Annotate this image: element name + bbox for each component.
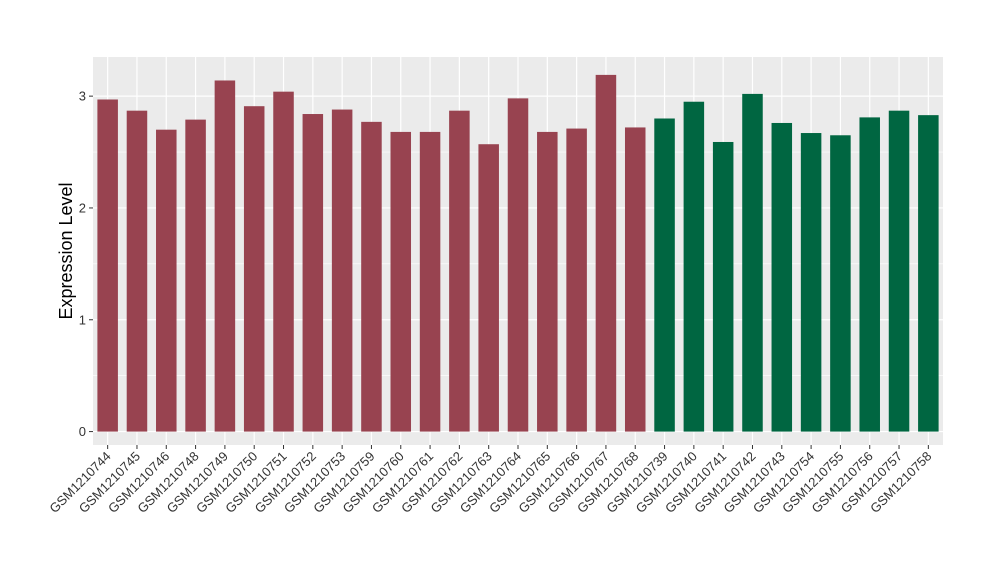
bar [888, 110, 910, 432]
bar [683, 101, 705, 432]
bar [654, 118, 675, 432]
y-tick-label: 1 [79, 312, 86, 327]
bar [185, 119, 206, 432]
y-tick-label: 0 [79, 424, 86, 439]
y-axis-title: Expression Level [56, 182, 76, 319]
bar [595, 74, 617, 432]
bars [97, 74, 939, 432]
y-axis: 0 1 2 3 [79, 89, 93, 439]
bar [214, 80, 236, 432]
x-axis: GSM1210744GSM1210745GSM1210746GSM1210748… [46, 445, 934, 516]
bar [507, 98, 529, 432]
bar [97, 99, 118, 432]
bar [624, 127, 646, 432]
bar [537, 131, 558, 432]
bar [331, 109, 353, 432]
bar [800, 133, 822, 432]
bar [419, 131, 441, 432]
bar [273, 91, 294, 432]
bar [566, 128, 587, 432]
bar [126, 110, 148, 432]
bar [859, 117, 880, 432]
bar [830, 135, 851, 432]
y-tick-label: 2 [79, 200, 86, 215]
bar [449, 110, 470, 432]
bar [361, 121, 382, 432]
bar [390, 131, 412, 432]
bar [302, 114, 324, 432]
bar [243, 106, 265, 432]
bar [156, 129, 177, 432]
bar [771, 122, 793, 432]
bar [918, 115, 939, 432]
bar [712, 141, 734, 432]
bar [478, 144, 499, 432]
bar [742, 93, 763, 432]
y-tick-label: 3 [79, 89, 86, 104]
